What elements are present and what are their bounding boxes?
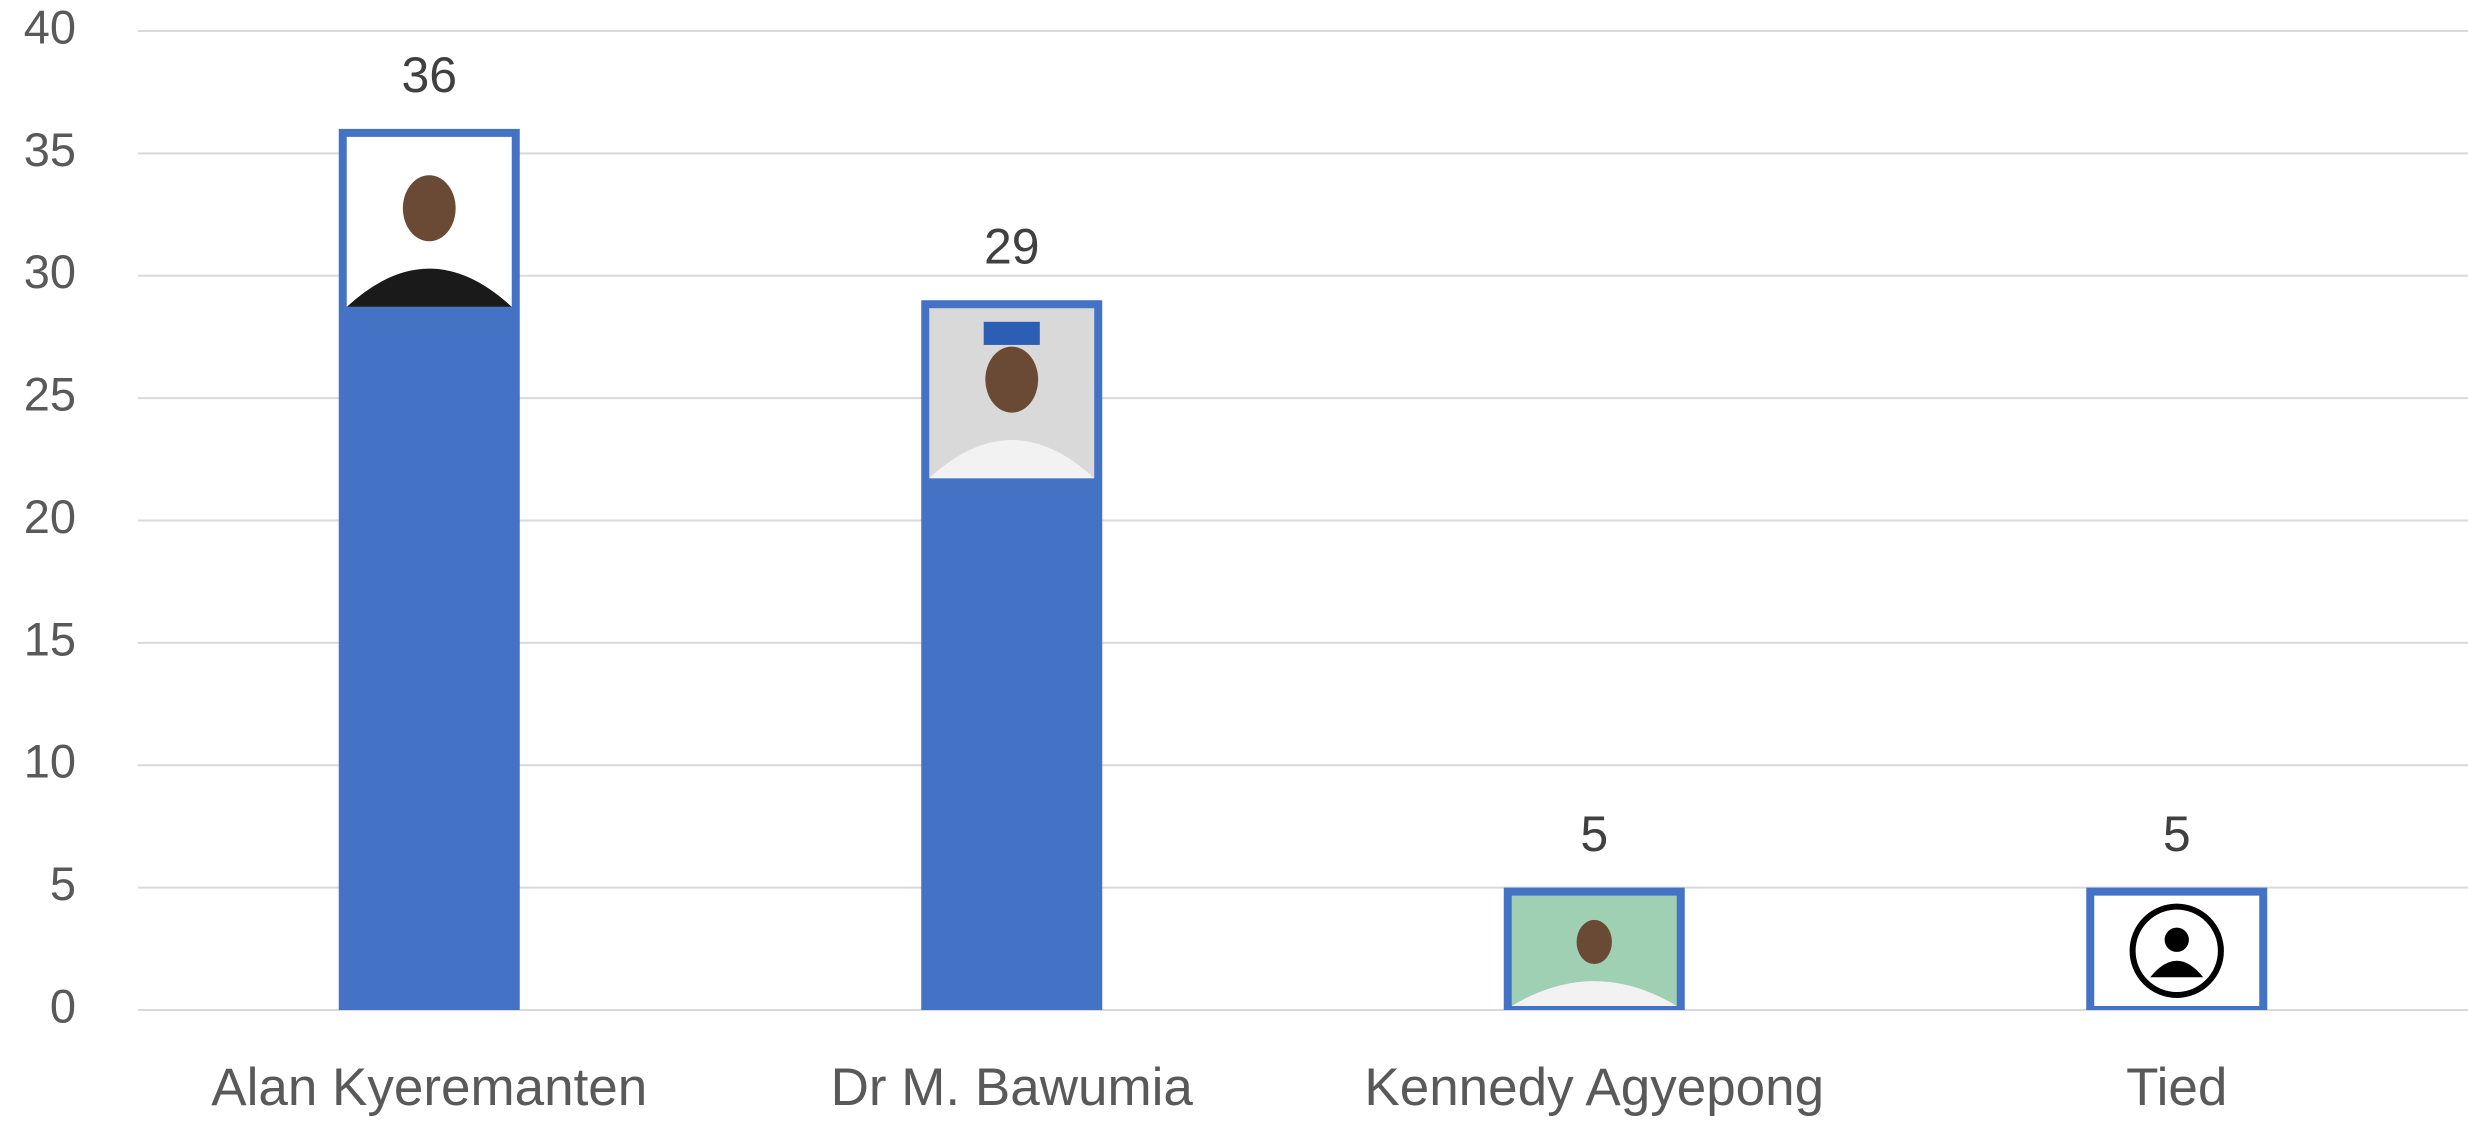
y-tick-label: 5	[50, 857, 76, 910]
y-tick-label: 10	[24, 735, 76, 788]
candidate-photo	[2094, 895, 2260, 1006]
x-tick-label: Tied	[2126, 1058, 2227, 1117]
avatar-body	[2150, 960, 2204, 978]
y-tick-label: 20	[24, 490, 76, 543]
candidate-photo	[346, 136, 512, 307]
avatar-head	[2164, 927, 2189, 952]
value-label: 36	[401, 47, 457, 103]
value-label: 29	[984, 218, 1040, 274]
photo-cap	[983, 321, 1040, 345]
photo-face	[402, 175, 456, 242]
y-tick-label: 0	[50, 979, 76, 1032]
x-tick-label: Alan Kyeremanten	[211, 1058, 647, 1117]
candidate-photo	[929, 308, 1095, 479]
x-tick-label: Dr M. Bawumia	[831, 1058, 1194, 1117]
y-tick-label: 40	[24, 0, 76, 53]
avatar-ring	[2129, 903, 2224, 998]
photo-body	[929, 439, 1095, 479]
photo-body	[1511, 981, 1677, 1006]
candidate-photo	[1511, 895, 1677, 1006]
photo-body	[346, 268, 512, 307]
y-tick-label: 30	[24, 245, 76, 298]
x-tick-label: Kennedy Agyepong	[1364, 1058, 1824, 1117]
value-label: 5	[1580, 806, 1608, 862]
y-tick-label: 15	[24, 612, 76, 665]
y-tick-label: 35	[24, 123, 76, 176]
photo-face	[1576, 919, 1612, 965]
value-label: 5	[2163, 806, 2191, 862]
y-tick-label: 25	[24, 368, 76, 421]
photo-face	[985, 346, 1039, 413]
